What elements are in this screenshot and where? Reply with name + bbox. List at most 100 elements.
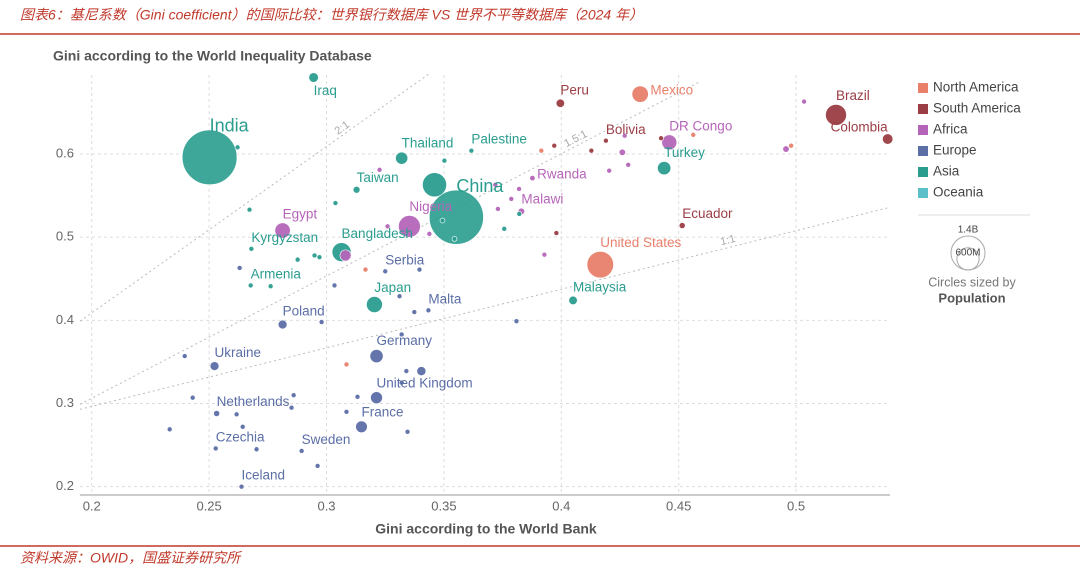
point — [568, 295, 578, 305]
point-label: Kyrgyzstan — [251, 230, 318, 245]
point — [398, 379, 405, 386]
point — [555, 98, 565, 108]
legend-swatch — [918, 104, 928, 114]
point — [277, 319, 288, 330]
point — [181, 353, 188, 359]
point — [403, 368, 410, 374]
point — [621, 132, 628, 139]
point — [495, 206, 501, 212]
point — [422, 172, 447, 198]
point — [516, 186, 522, 192]
reference-line — [79, 81, 701, 405]
point — [586, 251, 614, 279]
point — [213, 410, 221, 417]
legend-label: Asia — [933, 164, 960, 179]
point — [631, 85, 649, 103]
point — [370, 391, 383, 404]
y-tick-label: 0.6 — [56, 145, 74, 160]
point — [618, 148, 626, 156]
point — [508, 196, 515, 202]
point — [239, 424, 246, 430]
legend-swatch — [918, 188, 928, 198]
size-legend-circle — [956, 247, 980, 271]
point-label: Japan — [374, 280, 411, 295]
point — [411, 309, 418, 315]
point-label: Thailand — [402, 136, 454, 151]
point — [516, 211, 523, 217]
reference-line-label: 1:1 — [719, 233, 737, 248]
point — [541, 251, 548, 258]
point — [355, 420, 368, 433]
point — [209, 361, 220, 371]
point-label: United States — [600, 235, 681, 250]
point — [416, 266, 423, 273]
x-tick-label: 0.4 — [552, 498, 570, 513]
point — [551, 142, 558, 149]
legend-label: Oceania — [933, 185, 984, 200]
point-label: Germany — [377, 333, 433, 348]
point — [354, 394, 361, 400]
point — [290, 392, 297, 398]
point — [416, 366, 427, 376]
point — [308, 72, 319, 83]
point — [588, 147, 595, 154]
x-tick-label: 0.25 — [196, 498, 221, 513]
point-label: DR Congo — [669, 118, 732, 133]
point — [428, 189, 484, 245]
point — [439, 217, 446, 224]
legend-swatch — [918, 167, 928, 177]
reference-line-label: 2:1 — [333, 119, 352, 138]
point — [404, 428, 411, 435]
point — [492, 181, 499, 188]
point — [678, 222, 686, 229]
point — [298, 448, 305, 454]
point — [606, 167, 613, 174]
point — [316, 254, 323, 260]
point-label: Ecuador — [682, 206, 733, 221]
point-label: Sweden — [302, 432, 351, 447]
point — [801, 98, 807, 105]
chart-title: Gini according to the World Inequality D… — [53, 48, 372, 64]
point-label: Iceland — [242, 468, 286, 483]
page-title: 图表6：基尼系数（Gini coefficient）的国际比较：世界银行数据库 … — [20, 7, 643, 23]
point-label: Taiwan — [357, 170, 399, 185]
point-label: Malawi — [521, 192, 563, 207]
point — [332, 200, 339, 206]
point-label: Poland — [283, 304, 325, 319]
point — [274, 222, 291, 239]
x-tick-label: 0.2 — [83, 498, 101, 513]
point — [318, 319, 325, 325]
point — [398, 331, 405, 338]
point — [690, 132, 697, 138]
point — [658, 135, 664, 142]
point-label: Malta — [428, 291, 462, 306]
point — [267, 283, 274, 290]
y-tick-label: 0.4 — [56, 312, 74, 327]
size-legend-variable: Population — [938, 290, 1005, 305]
point-label: Bangladesh — [342, 226, 413, 241]
point — [236, 265, 243, 271]
point-label: Colombia — [831, 119, 889, 134]
x-tick-label: 0.5 — [787, 498, 805, 513]
x-axis-title: Gini according to the World Bank — [375, 521, 597, 537]
point — [369, 349, 384, 364]
point — [343, 361, 350, 368]
point-label: Ukraine — [215, 345, 262, 360]
y-tick-label: 0.3 — [56, 395, 74, 410]
point — [362, 266, 369, 273]
point-label: Palestine — [471, 132, 527, 147]
point — [395, 151, 409, 165]
point — [603, 137, 609, 144]
point — [384, 223, 391, 230]
point-label: Turkey — [664, 145, 705, 160]
point-label: Rwanda — [537, 167, 587, 182]
point — [468, 147, 475, 154]
point — [625, 162, 632, 168]
point — [782, 145, 790, 153]
point — [882, 133, 894, 145]
legend-label: South America — [933, 101, 1021, 116]
size-legend-title: Circles sized by — [928, 275, 1016, 289]
point — [441, 157, 448, 164]
point-label: United Kingdom — [377, 375, 473, 390]
point-label: Mexico — [650, 83, 693, 98]
